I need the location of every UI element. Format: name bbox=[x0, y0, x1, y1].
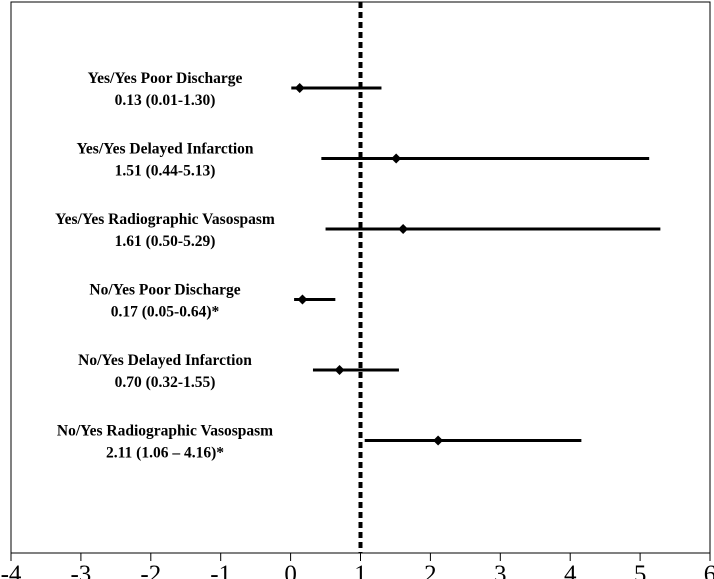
x-tick-label: 2 bbox=[424, 561, 437, 579]
estimate-point bbox=[433, 435, 444, 446]
x-tick-label: -2 bbox=[140, 561, 161, 579]
row-label: Yes/Yes Poor Discharge bbox=[88, 70, 243, 87]
x-tick-label: 5 bbox=[634, 561, 647, 579]
row-value: 1.51 (0.44-5.13) bbox=[115, 163, 216, 180]
row-label: No/Yes Poor Discharge bbox=[89, 282, 240, 299]
row-value: 1.61 (0.50-5.29) bbox=[115, 233, 216, 250]
x-tick-label: 3 bbox=[494, 561, 507, 579]
estimate-point bbox=[334, 365, 345, 375]
x-tick-label: -3 bbox=[70, 561, 91, 579]
estimate-row: Yes/Yes Radiographic Vasospasm 1.61 (0.50… bbox=[55, 211, 661, 250]
row-label: No/Yes Delayed Infarction bbox=[78, 352, 252, 369]
estimate-row: No/Yes Poor Discharge 0.17 (0.05-0.64)* bbox=[89, 282, 336, 321]
estimate-row: No/Yes Radiographic Vasospasm 2.11 (1.06 … bbox=[57, 423, 582, 462]
x-axis-ticks: -4 -3 -2 -1 0 1 2 3 4 5 6 bbox=[1, 553, 714, 579]
x-tick-label: -1 bbox=[210, 561, 231, 579]
estimate-point bbox=[398, 224, 409, 234]
row-value: 0.70 (0.32-1.55) bbox=[115, 374, 216, 391]
x-tick-label: 4 bbox=[564, 561, 577, 579]
row-value: 2.11 (1.06 – 4.16)* bbox=[106, 445, 224, 462]
row-value: 0.17 (0.05-0.64)* bbox=[111, 304, 220, 321]
row-label: Yes/Yes Radiographic Vasospasm bbox=[55, 211, 275, 228]
estimate-row: Yes/Yes Delayed Infarction 1.51 (0.44-5.1… bbox=[76, 141, 650, 180]
estimate-point bbox=[391, 153, 402, 164]
x-tick-label: 0 bbox=[284, 561, 297, 579]
estimate-row: No/Yes Delayed Infarction 0.70 (0.32-1.55… bbox=[78, 352, 399, 391]
row-label: No/Yes Radiographic Vasospasm bbox=[57, 423, 273, 440]
x-tick-label: -4 bbox=[1, 561, 22, 579]
x-tick-label: 6 bbox=[704, 561, 714, 579]
estimate-point bbox=[297, 294, 308, 305]
estimate-point bbox=[294, 83, 305, 93]
row-value: 0.13 (0.01-1.30) bbox=[115, 92, 216, 109]
row-label: Yes/Yes Delayed Infarction bbox=[76, 141, 253, 158]
x-tick-label: 1 bbox=[354, 561, 367, 579]
estimate-row: Yes/Yes Poor Discharge 0.13 (0.01-1.30) bbox=[88, 70, 382, 109]
